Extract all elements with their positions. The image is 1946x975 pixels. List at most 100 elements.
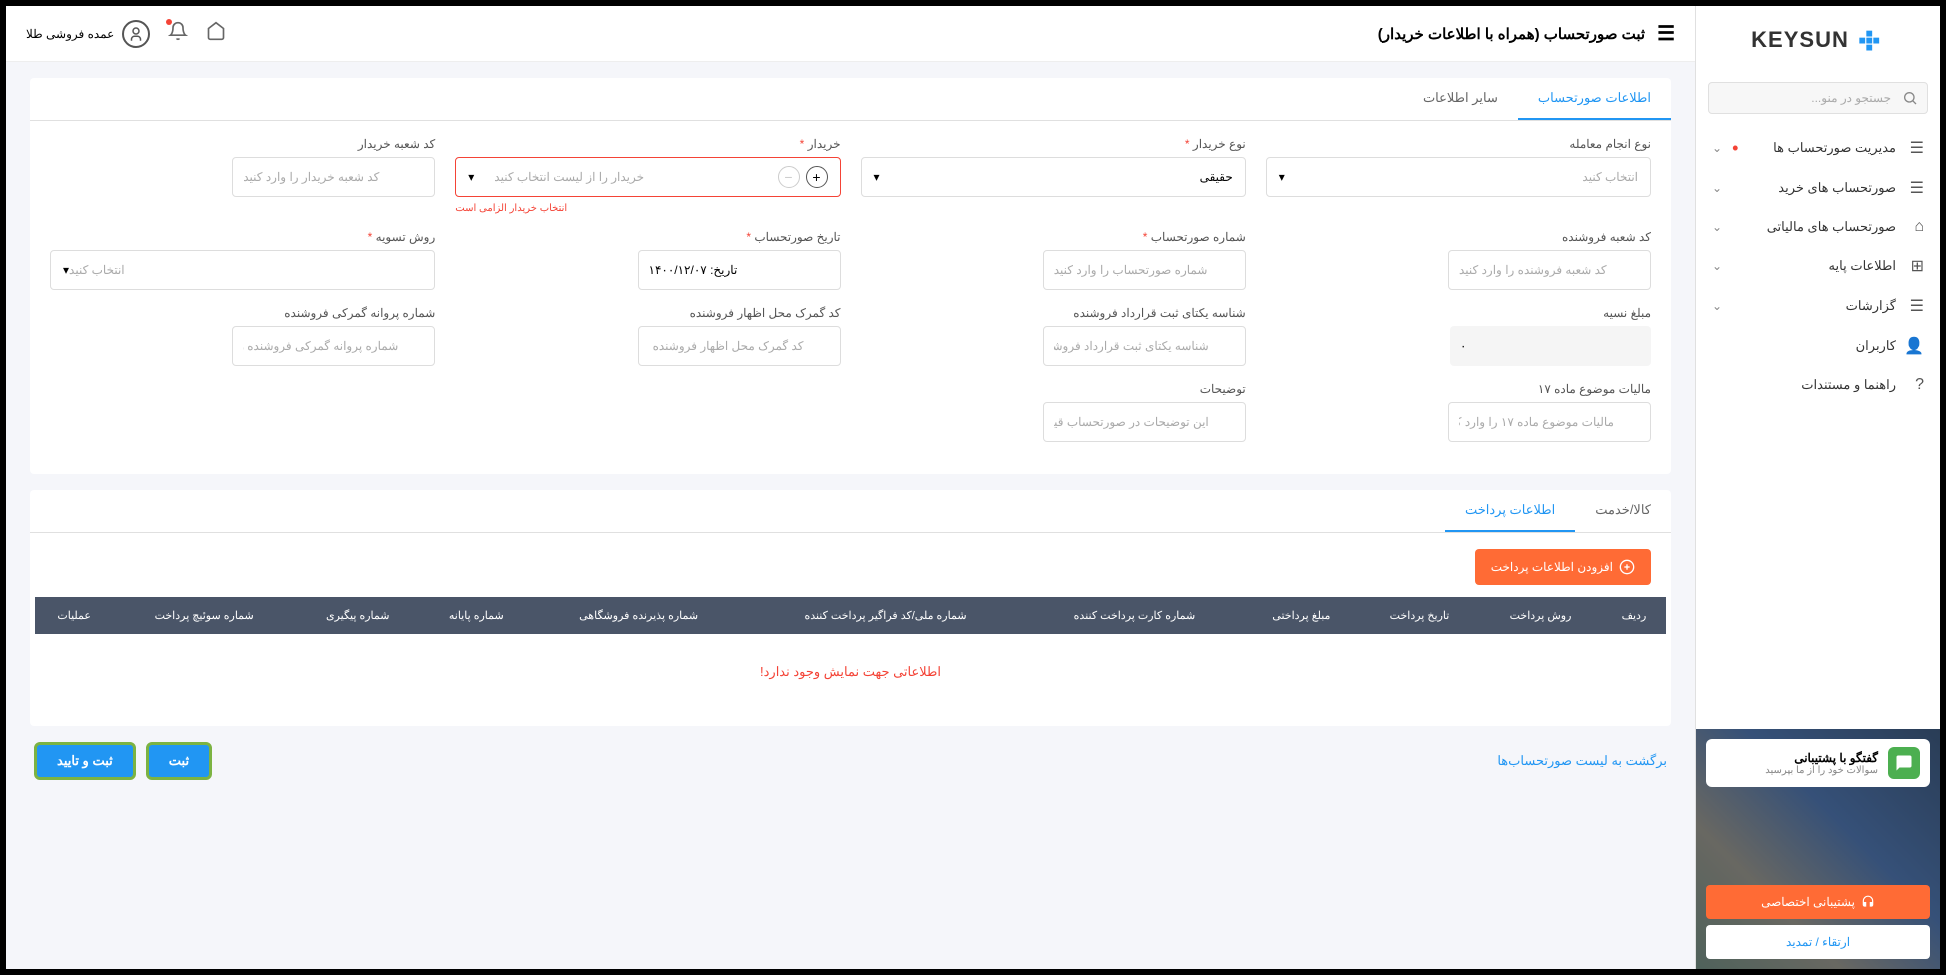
tab-invoice-info[interactable]: اطلاعات صورتحساب [1518,78,1671,120]
field-contract-id: شناسه یکتای ثبت قرارداد فروشنده [861,306,1246,366]
input-tax17[interactable] [1448,402,1651,442]
label-contract-id: شناسه یکتای ثبت قرارداد فروشنده [861,306,1246,320]
field-tax17: مالیات موضوع ماده ۱۷ [1266,382,1651,442]
table-header: تاریخ پرداخت [1360,597,1479,634]
field-buyer: خریدار + − خریدار را از لیست انتخاب کنید… [455,137,840,214]
nav-label: کاربران [1712,338,1896,354]
select-settle-method[interactable]: انتخاب کنید ▾ [50,250,435,290]
submit-button[interactable]: ثبت [146,742,212,780]
label-customs-license: شماره پروانه گمرکی فروشنده [50,306,435,320]
table-header: شماره سوئیچ پرداخت [113,597,295,634]
table-header: مبلغ پرداختی [1243,597,1360,634]
chevron-down-icon: ▾ [874,170,880,184]
label-buyer-type: نوع خریدار [861,137,1246,151]
search-input[interactable] [1708,82,1928,114]
chevron-down-icon: ⌄ [1712,299,1722,313]
add-buyer-icon[interactable]: + [806,166,828,188]
hamburger-icon[interactable]: ☰ [1657,21,1675,46]
tab-goods[interactable]: کالا/خدمت [1575,490,1671,532]
special-support-button[interactable]: پشتیبانی اختصاصی [1706,885,1930,919]
headset-icon [1861,895,1875,909]
nav-item-2[interactable]: ⌂ صورتحساب های مالیاتی ⌄ [1696,208,1940,246]
nav-item-0[interactable]: ☰ مدیریت صورتحساب ها • ⌄ [1696,128,1940,168]
table-header: شماره کارت پرداخت کننده [1026,597,1243,634]
tab-payment-info[interactable]: اطلاعات پرداخت [1445,490,1575,532]
table-header: شماره پذیرنده فروشگاهی [532,597,745,634]
invoice-info-card: اطلاعات صورتحساب سایر اطلاعات نوع انجام … [30,78,1671,474]
nav-label: صورتحساب های مالیاتی [1732,219,1896,235]
notif-dot [166,19,172,25]
nav-item-1[interactable]: ☰ صورتحساب های خرید ⌄ [1696,168,1940,208]
field-settle-method: روش تسویه انتخاب کنید ▾ [50,230,435,290]
nav-label: راهنما و مستندات [1712,377,1896,393]
sidebar: KEYSUN ☰ مدیریت صورتحساب ها • ⌄☰ صورتحسا… [1695,6,1940,969]
nav-icon: ? [1906,376,1924,394]
sidebar-bg: گفتگو با پشتیبانی سوالات خود را از ما بپ… [1696,729,1940,969]
nav-item-3[interactable]: ⊞ اطلاعات پایه ⌄ [1696,246,1940,286]
user-name: عمده فروشی طلا [26,27,114,41]
field-invoice-date: تاریخ صورتحساب [455,230,840,290]
tabs-payment: کالا/خدمت اطلاعات پرداخت [30,490,1671,533]
support-card[interactable]: گفتگو با پشتیبانی سوالات خود را از ما بپ… [1706,739,1930,787]
nav-icon: ☰ [1906,178,1924,198]
label-tax17: مالیات موضوع ماده ۱۷ [1266,382,1651,396]
nav-dot: • [1732,144,1738,152]
nav-icon: ⌂ [1906,218,1924,236]
submit-confirm-button[interactable]: ثبت و تایید [34,742,136,780]
search-box [1708,82,1928,114]
field-credit-amount: مبلغ نسیه [1266,306,1651,366]
input-seller-branch[interactable] [1448,250,1651,290]
chevron-down-icon: ▾ [1279,170,1285,184]
add-payment-button[interactable]: افزودن اطلاعات پرداخت [1475,549,1651,585]
nav-item-6[interactable]: ? راهنما و مستندات [1696,366,1940,404]
table-header: روش پرداخت [1479,597,1602,634]
form-grid: نوع انجام معامله انتخاب کنید ▾ نوع خریدا… [30,121,1671,458]
input-customs-license[interactable] [232,326,435,366]
user-area[interactable]: عمده فروشی طلا [26,20,150,48]
remove-buyer-icon[interactable]: − [778,166,800,188]
avatar-icon [122,20,150,48]
input-customs-code[interactable] [638,326,841,366]
input-invoice-date[interactable] [638,250,841,290]
label-credit-amount: مبلغ نسیه [1266,306,1651,320]
nav-icon: 👤 [1906,336,1924,356]
label-invoice-no: شماره صورتحساب [861,230,1246,244]
nav-item-4[interactable]: ☰ گزارشات ⌄ [1696,286,1940,326]
input-buyer-branch[interactable] [232,157,435,197]
nav-item-5[interactable]: 👤 کاربران [1696,326,1940,366]
back-link[interactable]: برگشت به لیست صورتحساب‌ها [1497,753,1667,769]
logo-text: KEYSUN [1751,27,1849,53]
chevron-down-icon: ⌄ [1712,220,1722,234]
footer-actions: برگشت به لیست صورتحساب‌ها ثبت ثبت و تایی… [30,742,1671,780]
label-seller-branch: کد شعبه فروشنده [1266,230,1651,244]
chevron-down-icon: ⌄ [1712,141,1722,155]
select-transaction-type[interactable]: انتخاب کنید ▾ [1266,157,1651,197]
bell-icon[interactable] [168,21,188,47]
table-header: شماره پایانه [420,597,532,634]
input-contract-id[interactable] [1043,326,1246,366]
select-buyer[interactable]: + − خریدار را از لیست انتخاب کنید ▾ [455,157,840,197]
tab-other-info[interactable]: سایر اطلاعات [1403,78,1518,120]
nav-label: مدیریت صورتحساب ها [1748,140,1896,156]
input-notes[interactable] [1043,402,1246,442]
logo-icon [1857,26,1885,54]
chevron-down-icon: ▾ [468,170,474,184]
label-customs-code: کد گمرک محل اظهار فروشنده [455,306,840,320]
field-invoice-no: شماره صورتحساب [861,230,1246,290]
renew-button[interactable]: ارتقاء / تمدید [1706,925,1930,959]
input-invoice-no[interactable] [1043,250,1246,290]
table-header: ردیف [1602,597,1666,634]
nav-icon: ⊞ [1906,256,1924,276]
chevron-down-icon: ⌄ [1712,259,1722,273]
nav-icon: ☰ [1906,138,1924,158]
nav-label: گزارشات [1732,298,1896,314]
select-buyer-type[interactable]: حقیقی ▾ [861,157,1246,197]
field-buyer-branch: کد شعبه خریدار 123 [50,137,435,214]
home-icon[interactable] [206,21,226,47]
table-empty-message: اطلاعاتی جهت نمایش وجود ندارد! [35,634,1666,710]
field-customs-license: شماره پروانه گمرکی فروشنده [50,306,435,366]
content: اطلاعات صورتحساب سایر اطلاعات نوع انجام … [6,62,1695,969]
main: ☰ ثبت صورتحساب (همراه با اطلاعات خریدار)… [6,6,1695,969]
payment-table: ردیفروش پرداختتاریخ پرداختمبلغ پرداختیشم… [35,597,1666,710]
label-buyer: خریدار [455,137,840,151]
